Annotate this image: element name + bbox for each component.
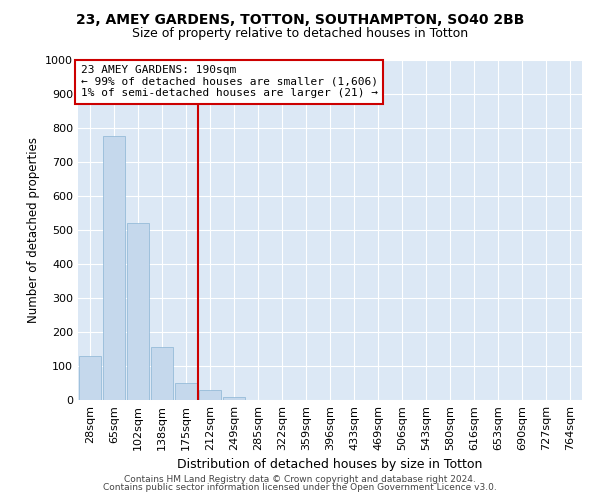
- Bar: [223, 396, 245, 400]
- Bar: [175, 383, 197, 400]
- Text: 23 AMEY GARDENS: 190sqm
← 99% of detached houses are smaller (1,606)
1% of semi-: 23 AMEY GARDENS: 190sqm ← 99% of detache…: [80, 65, 377, 98]
- Bar: [151, 348, 173, 400]
- Bar: [127, 223, 149, 400]
- Bar: [79, 356, 101, 400]
- Text: Contains HM Land Registry data © Crown copyright and database right 2024.: Contains HM Land Registry data © Crown c…: [124, 475, 476, 484]
- Bar: [199, 390, 221, 400]
- X-axis label: Distribution of detached houses by size in Totton: Distribution of detached houses by size …: [178, 458, 482, 471]
- Y-axis label: Number of detached properties: Number of detached properties: [26, 137, 40, 323]
- Text: Size of property relative to detached houses in Totton: Size of property relative to detached ho…: [132, 28, 468, 40]
- Text: 23, AMEY GARDENS, TOTTON, SOUTHAMPTON, SO40 2BB: 23, AMEY GARDENS, TOTTON, SOUTHAMPTON, S…: [76, 12, 524, 26]
- Text: Contains public sector information licensed under the Open Government Licence v3: Contains public sector information licen…: [103, 483, 497, 492]
- Bar: [103, 136, 125, 400]
